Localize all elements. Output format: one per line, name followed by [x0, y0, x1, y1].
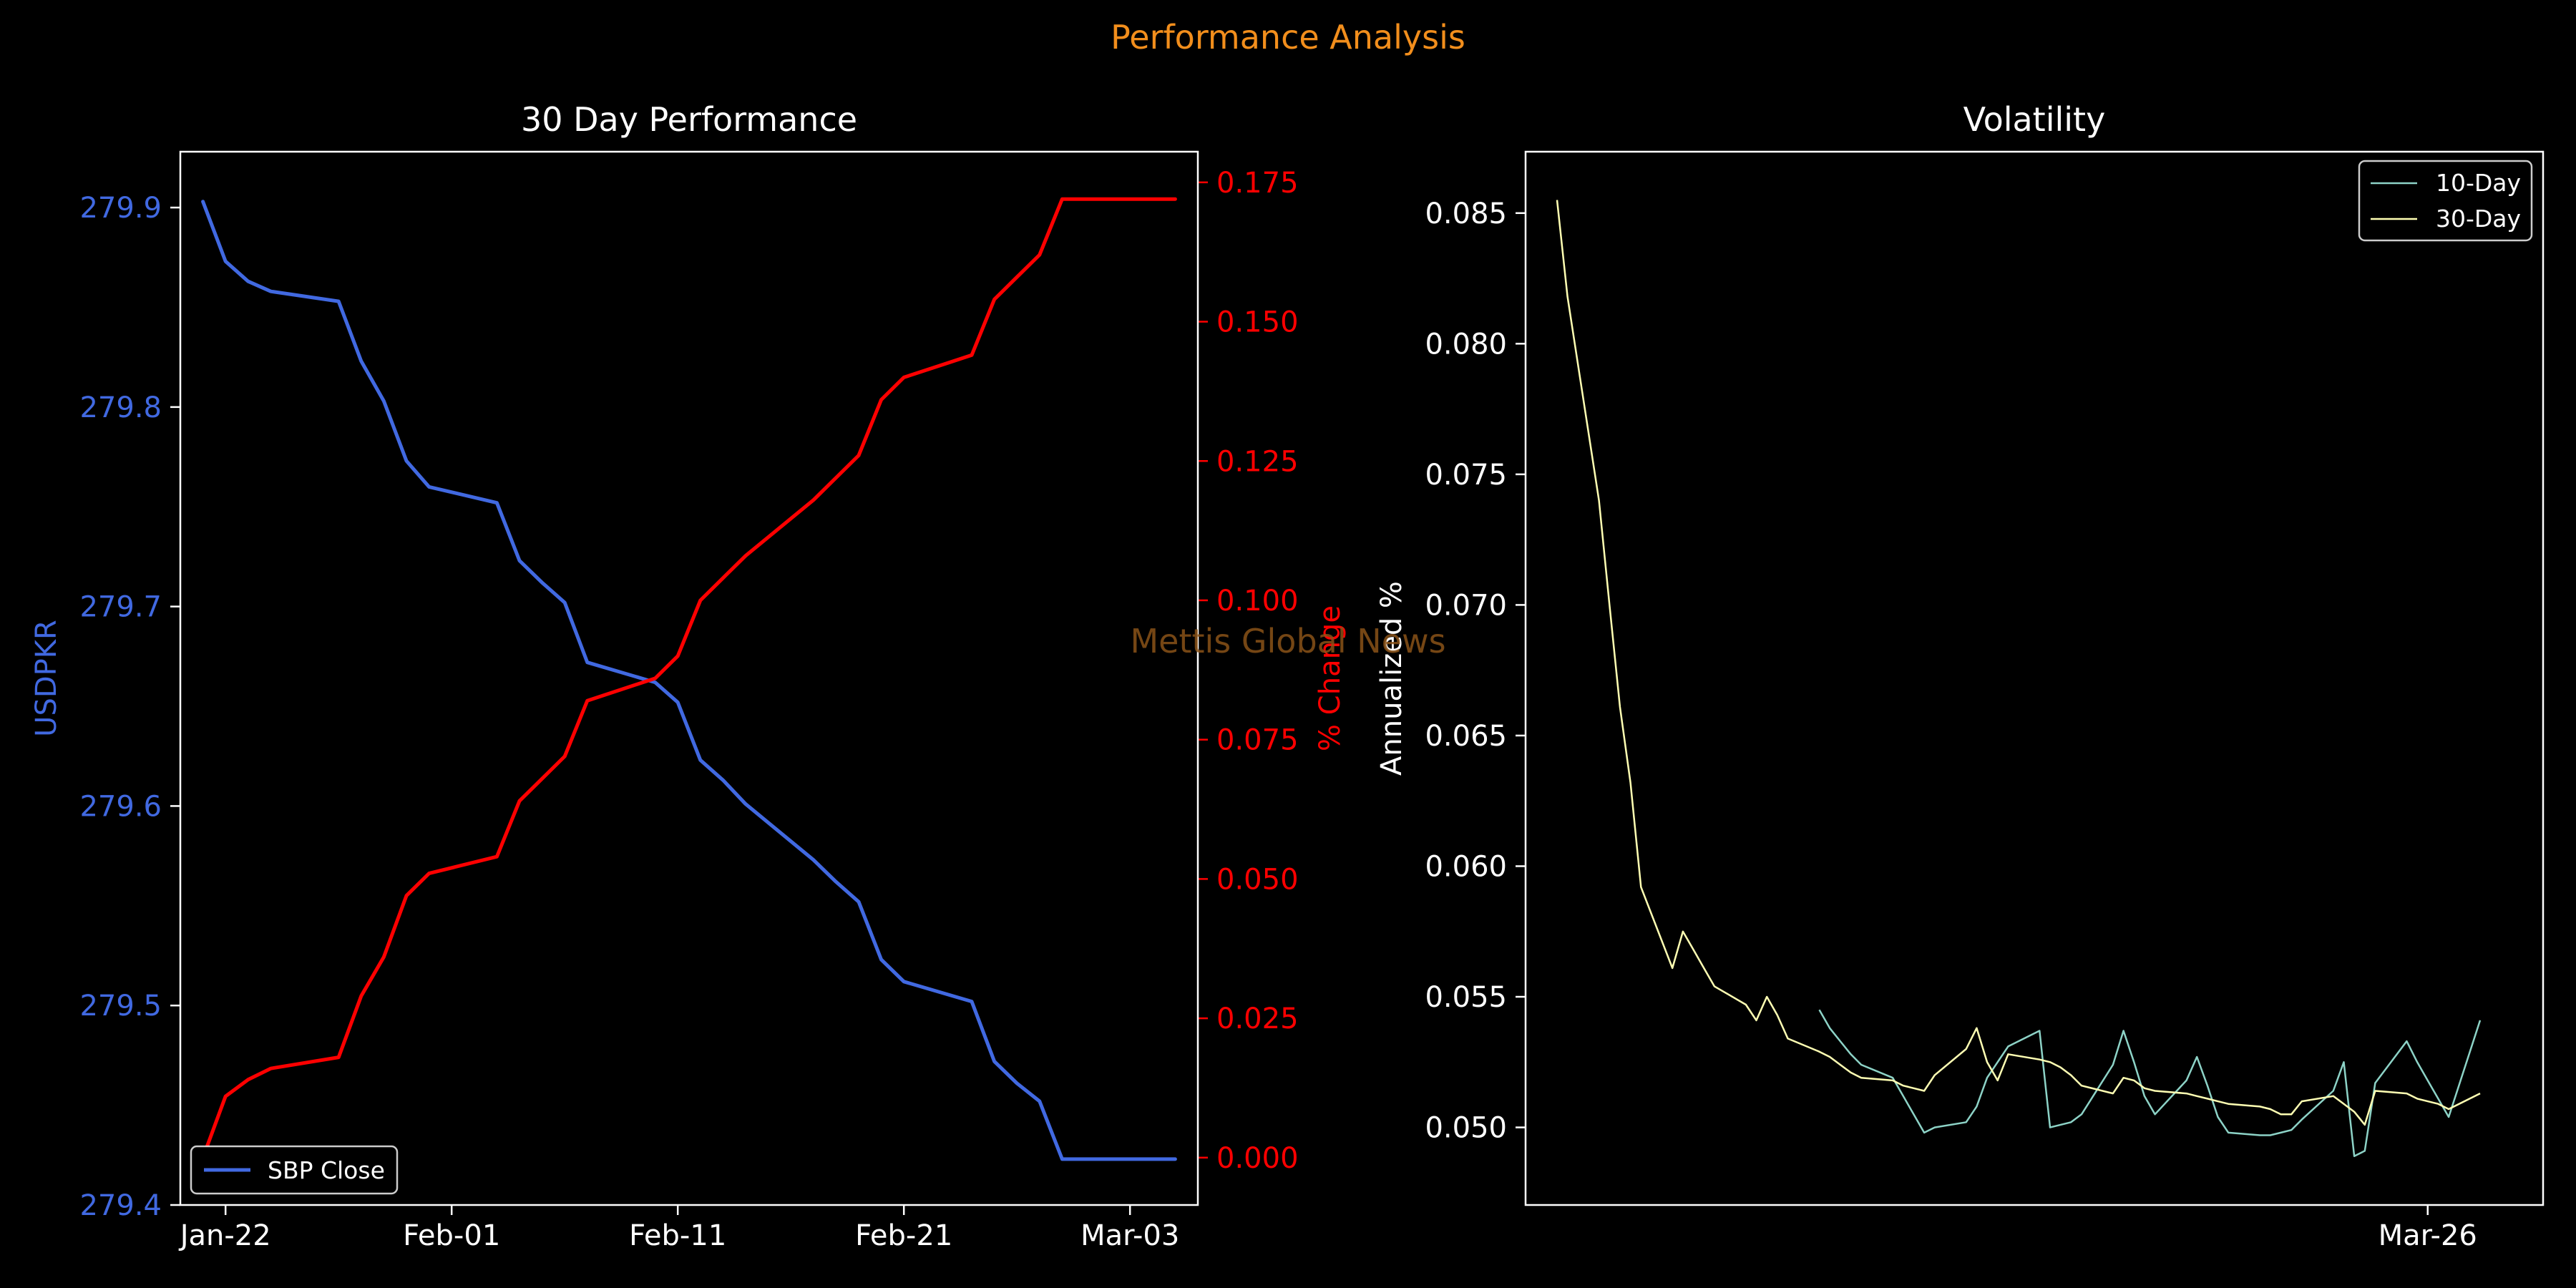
performance-left-tick-label: 279.4 [79, 1189, 162, 1222]
performance-chart: 30 Day Performance 279.4279.5279.6279.72… [30, 100, 1347, 1252]
performance-left-axis-label: USDPKR [30, 620, 63, 737]
volatility-legend-label-10-day: 10-Day [2436, 169, 2521, 197]
volatility-x-axis: Mar-26 [2379, 1205, 2477, 1252]
volatility-y-tick-label: 0.070 [1425, 589, 1507, 622]
performance-right-tick-label: 0.175 [1216, 167, 1299, 200]
volatility-chart-title: Volatility [1963, 100, 2106, 139]
performance-x-axis: Jan-22 Feb-01 Feb-11 Feb-21 Mar-03 [178, 1205, 1179, 1252]
performance-series-line-percent-change [201, 197, 1177, 1160]
performance-left-tick-label: 279.7 [79, 591, 162, 624]
volatility-y-tick-label: 0.075 [1425, 459, 1507, 492]
volatility-y-tick-label: 0.080 [1425, 328, 1507, 361]
performance-x-tick-label: Jan-22 [178, 1219, 271, 1252]
performance-right-axis: 0.000 0.025 0.050 0.075 0.100 0.125 0.150 0.175 [1198, 167, 1299, 1175]
performance-right-tick-label: 0.050 [1216, 863, 1299, 896]
performance-series [201, 197, 1177, 1161]
performance-x-tick-label: Feb-11 [629, 1219, 726, 1252]
performance-legend-label-sbp-close: SBP Close [268, 1156, 385, 1184]
performance-legend-box [190, 1145, 399, 1195]
performance-legend: SBP Close [190, 1145, 399, 1195]
volatility-y-tick-label: 0.060 [1425, 850, 1507, 883]
figure-title: Performance Analysis [1111, 18, 1465, 57]
performance-left-tick-label: 279.8 [79, 391, 162, 424]
volatility-x-tick-label: Mar-26 [2379, 1219, 2477, 1252]
volatility-y-tick-label: 0.085 [1425, 197, 1507, 230]
volatility-series [1556, 200, 2482, 1157]
volatility-series-line-10-day [1818, 1009, 2482, 1157]
volatility-chart: Volatility 0.050 0.055 0.060 0.065 0.070 0.07… [1375, 100, 2545, 1252]
performance-left-axis: 279.4 279.5 279.6 279.7 279.8 279.9 [79, 192, 180, 1222]
performance-left-tick-label: 279.9 [79, 192, 162, 225]
performance-left-tick-label: 279.6 [79, 790, 162, 823]
performance-right-tick-label: 0.075 [1216, 724, 1299, 757]
volatility-legend-label-30-day: 30-Day [2436, 205, 2521, 233]
performance-right-axis-label: % Change [1314, 605, 1347, 751]
performance-right-tick-label: 0.100 [1216, 585, 1299, 618]
performance-right-tick-label: 0.025 [1216, 1002, 1299, 1035]
volatility-y-tick-label: 0.055 [1425, 981, 1507, 1014]
performance-x-tick-label: Feb-21 [855, 1219, 952, 1252]
volatility-y-axis-label: Annualized % [1375, 581, 1408, 776]
performance-plot-frame [179, 150, 1199, 1206]
volatility-y-tick-label: 0.065 [1425, 720, 1507, 753]
volatility-y-tick-label: 0.050 [1425, 1112, 1507, 1145]
performance-x-tick-label: Mar-03 [1080, 1219, 1179, 1252]
performance-chart-title: 30 Day Performance [521, 100, 857, 139]
performance-left-tick-label: 279.5 [79, 990, 162, 1023]
volatility-legend: 10-Day 30-Day [2358, 160, 2533, 242]
performance-right-tick-label: 0.125 [1216, 445, 1299, 478]
performance-right-tick-label: 0.150 [1216, 306, 1299, 339]
performance-x-tick-label: Feb-01 [403, 1219, 500, 1252]
performance-right-tick-label: 0.000 [1216, 1142, 1299, 1175]
volatility-y-axis: 0.050 0.055 0.060 0.065 0.070 0.075 0.080 0.085 [1425, 197, 1526, 1145]
performance-series-line-sbp-close [201, 200, 1177, 1161]
volatility-series-line-30-day [1556, 200, 2481, 1126]
volatility-plot-frame [1524, 150, 2545, 1206]
volatility-legend-box [2358, 160, 2533, 242]
watermark: Mettis Global News [1130, 622, 1445, 660]
